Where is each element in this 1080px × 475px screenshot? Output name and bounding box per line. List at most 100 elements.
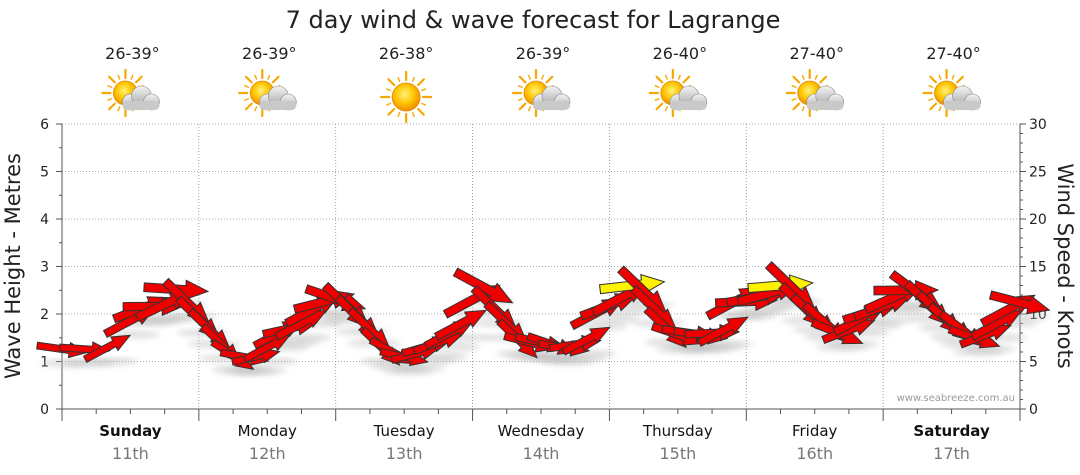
- cloud-shape: [943, 85, 981, 111]
- partly-cloudy-icon: [785, 68, 845, 118]
- sun-ray: [417, 107, 425, 116]
- sun-ray: [792, 75, 801, 84]
- sun-ray: [117, 106, 121, 112]
- day-temperature-label: 26-39°: [105, 44, 160, 63]
- cloud-base: [533, 101, 570, 110]
- day-date-label: 17th: [933, 444, 970, 463]
- day-name-label: Sunday: [99, 422, 162, 440]
- day-date-label: 15th: [659, 444, 696, 463]
- sun-ray: [517, 85, 523, 88]
- day-temperature-label: 26-40°: [653, 44, 708, 63]
- cloud-base: [122, 101, 160, 110]
- y-axis-right-label: Wind Speed - Knots: [1053, 163, 1077, 368]
- sun-disc: [391, 82, 421, 112]
- partly-cloudy-icon: [511, 68, 571, 118]
- partly-cloudy-icon: [922, 68, 981, 118]
- day-date-label: 14th: [523, 444, 560, 463]
- partly-cloudy-icon: [648, 68, 708, 118]
- day-name-label: Wednesday: [498, 422, 585, 440]
- watermark: www.seabreeze.com.au: [897, 393, 1015, 404]
- sun-ray: [386, 88, 392, 92]
- left-tick-label: 2: [40, 307, 49, 323]
- chart-title: 7 day wind & wave forecast for Lagrange: [286, 6, 781, 34]
- sun-ray: [254, 106, 258, 112]
- sun-ray: [664, 74, 668, 80]
- wind-arrow-shadow: [826, 340, 879, 349]
- sun-ray: [545, 75, 554, 84]
- cloud-shape: [122, 85, 160, 111]
- cloud-shape: [532, 85, 571, 111]
- right-tick-label: 30: [1029, 117, 1047, 133]
- cloud-base: [806, 101, 844, 110]
- left-tick-label: 5: [40, 165, 49, 181]
- sun-ray: [397, 112, 401, 118]
- sun-ray: [518, 102, 527, 111]
- left-tick-label: 0: [40, 402, 49, 418]
- y-axis-left-label: Wave Height - Metres: [1, 153, 25, 379]
- sun-ray: [929, 102, 938, 111]
- sun-ray: [244, 98, 250, 101]
- day-name-label: Thursday: [642, 422, 713, 440]
- cloud-shape: [669, 85, 708, 111]
- cloud-base: [669, 101, 707, 110]
- wind-arrow-shadow: [279, 333, 332, 342]
- sun-ray: [528, 106, 531, 112]
- wind-arrow: [452, 267, 514, 304]
- wind-arrow-shadow: [85, 357, 138, 366]
- right-tick-label: 15: [1029, 260, 1047, 276]
- sun-ray: [938, 106, 942, 112]
- sun-ray: [928, 98, 934, 101]
- day-temperature-label: 26-39°: [516, 44, 571, 63]
- sun-ray: [654, 98, 660, 101]
- sun-ray: [655, 102, 664, 111]
- day-temperature-label: 26-39°: [242, 44, 297, 63]
- cloud-shape: [258, 85, 297, 111]
- sun-ray: [387, 78, 396, 87]
- sun-ray: [107, 98, 113, 101]
- sun-ray: [267, 74, 271, 80]
- wind-arrow-shadow: [587, 315, 640, 324]
- sun-ray: [677, 74, 681, 80]
- day-date-label: 16th: [796, 444, 833, 463]
- sun-ray: [244, 102, 253, 111]
- day-temperature-label: 27-40°: [926, 44, 981, 63]
- plot-area: [62, 124, 1020, 409]
- sun-ray: [397, 76, 401, 82]
- sun-ray: [271, 75, 280, 84]
- day-name-label: Saturday: [913, 422, 990, 440]
- sun-ray: [938, 74, 942, 80]
- right-tick-label: 0: [1029, 402, 1038, 418]
- day-date-label: 13th: [386, 444, 423, 463]
- sun-ray: [929, 75, 938, 84]
- wind-arrow: [82, 334, 132, 363]
- sun-ray: [108, 75, 116, 84]
- day-date-label: 11th: [112, 444, 149, 463]
- right-tick-label: 5: [1029, 355, 1038, 371]
- cloud-shape: [806, 85, 845, 111]
- left-tick-label: 6: [40, 117, 49, 133]
- sun-ray: [254, 74, 258, 80]
- sun-ray: [956, 75, 964, 84]
- day-labels: Sunday 11th Monday 12th Tuesday 13th Wednesday…: [99, 422, 990, 463]
- sun-ray: [387, 107, 396, 116]
- sunny-icon: [380, 70, 433, 124]
- sun-ray: [654, 85, 660, 88]
- cloud-base: [259, 101, 297, 110]
- sun-ray: [244, 75, 253, 84]
- sun-ray: [417, 78, 425, 87]
- left-tick-label: 3: [40, 260, 49, 276]
- sun-ray: [791, 85, 797, 88]
- left-tick-label: 4: [40, 212, 49, 228]
- partly-cloudy-icon: [101, 68, 160, 118]
- sun-ray: [518, 75, 527, 84]
- sun-rays: [380, 70, 433, 124]
- day-temperature-label: 27-40°: [789, 44, 844, 63]
- wind-arrow-shadow: [233, 366, 286, 375]
- sun-ray: [117, 74, 121, 80]
- wind-arrow: [433, 309, 488, 341]
- day-name-label: Tuesday: [373, 422, 435, 440]
- sun-ray: [664, 106, 668, 112]
- sun-ray: [411, 76, 415, 82]
- wind-arrows: [36, 261, 1051, 371]
